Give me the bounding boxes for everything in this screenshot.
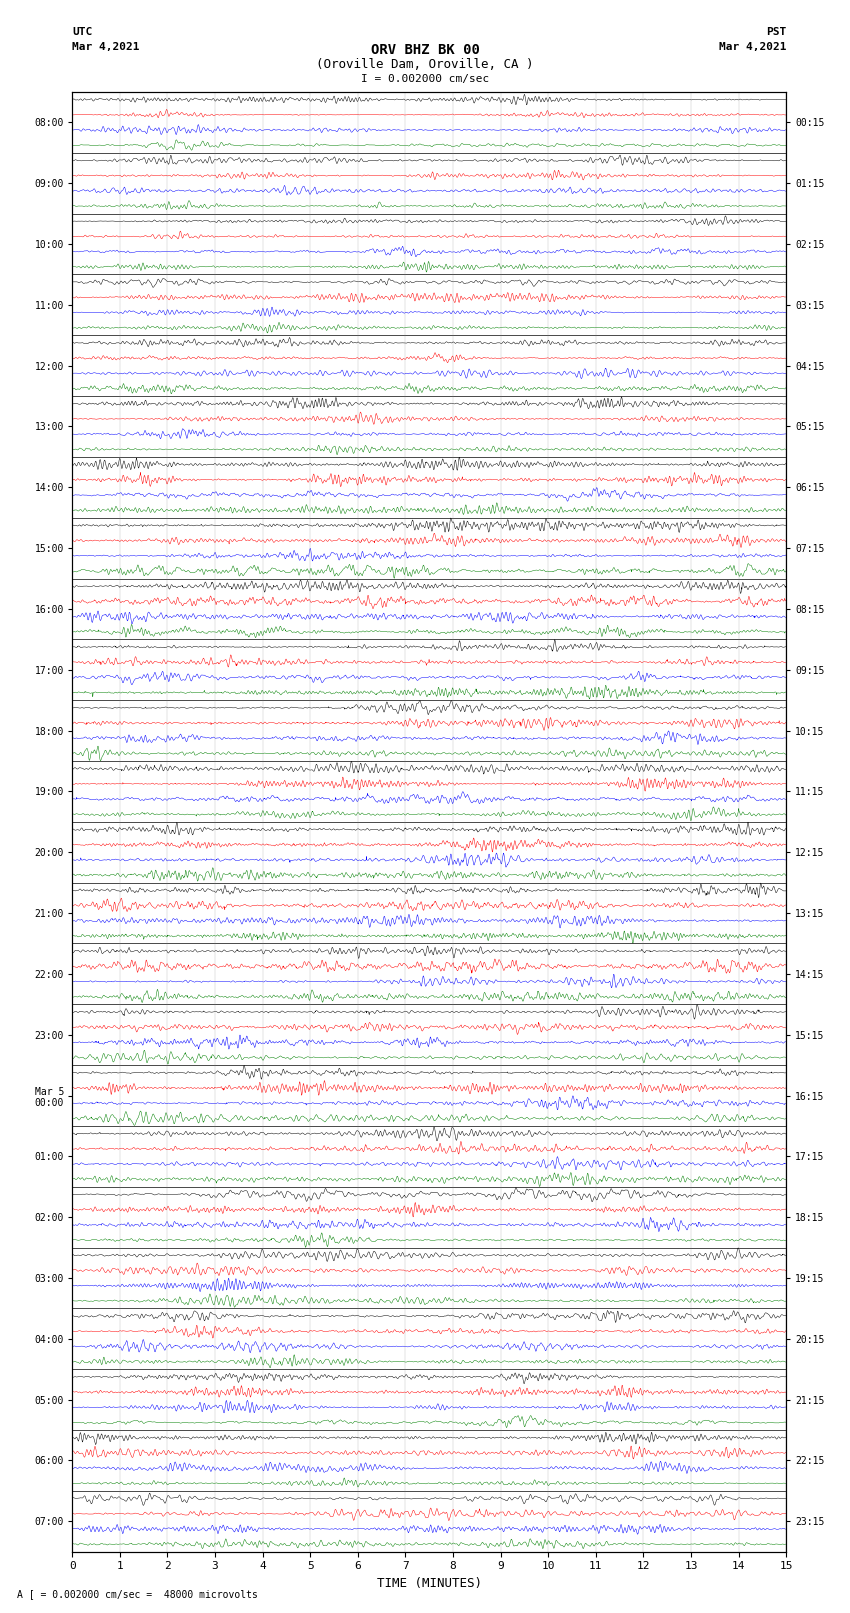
Text: ORV BHZ BK 00: ORV BHZ BK 00: [371, 44, 479, 56]
X-axis label: TIME (MINUTES): TIME (MINUTES): [377, 1578, 482, 1590]
Text: Mar 4,2021: Mar 4,2021: [719, 42, 786, 52]
Text: Mar 4,2021: Mar 4,2021: [72, 42, 139, 52]
Text: UTC: UTC: [72, 27, 93, 37]
Text: PST: PST: [766, 27, 786, 37]
Text: (Oroville Dam, Oroville, CA ): (Oroville Dam, Oroville, CA ): [316, 58, 534, 71]
Text: A [ = 0.002000 cm/sec =  48000 microvolts: A [ = 0.002000 cm/sec = 48000 microvolts: [17, 1589, 258, 1598]
Text: I = 0.002000 cm/sec: I = 0.002000 cm/sec: [361, 74, 489, 84]
